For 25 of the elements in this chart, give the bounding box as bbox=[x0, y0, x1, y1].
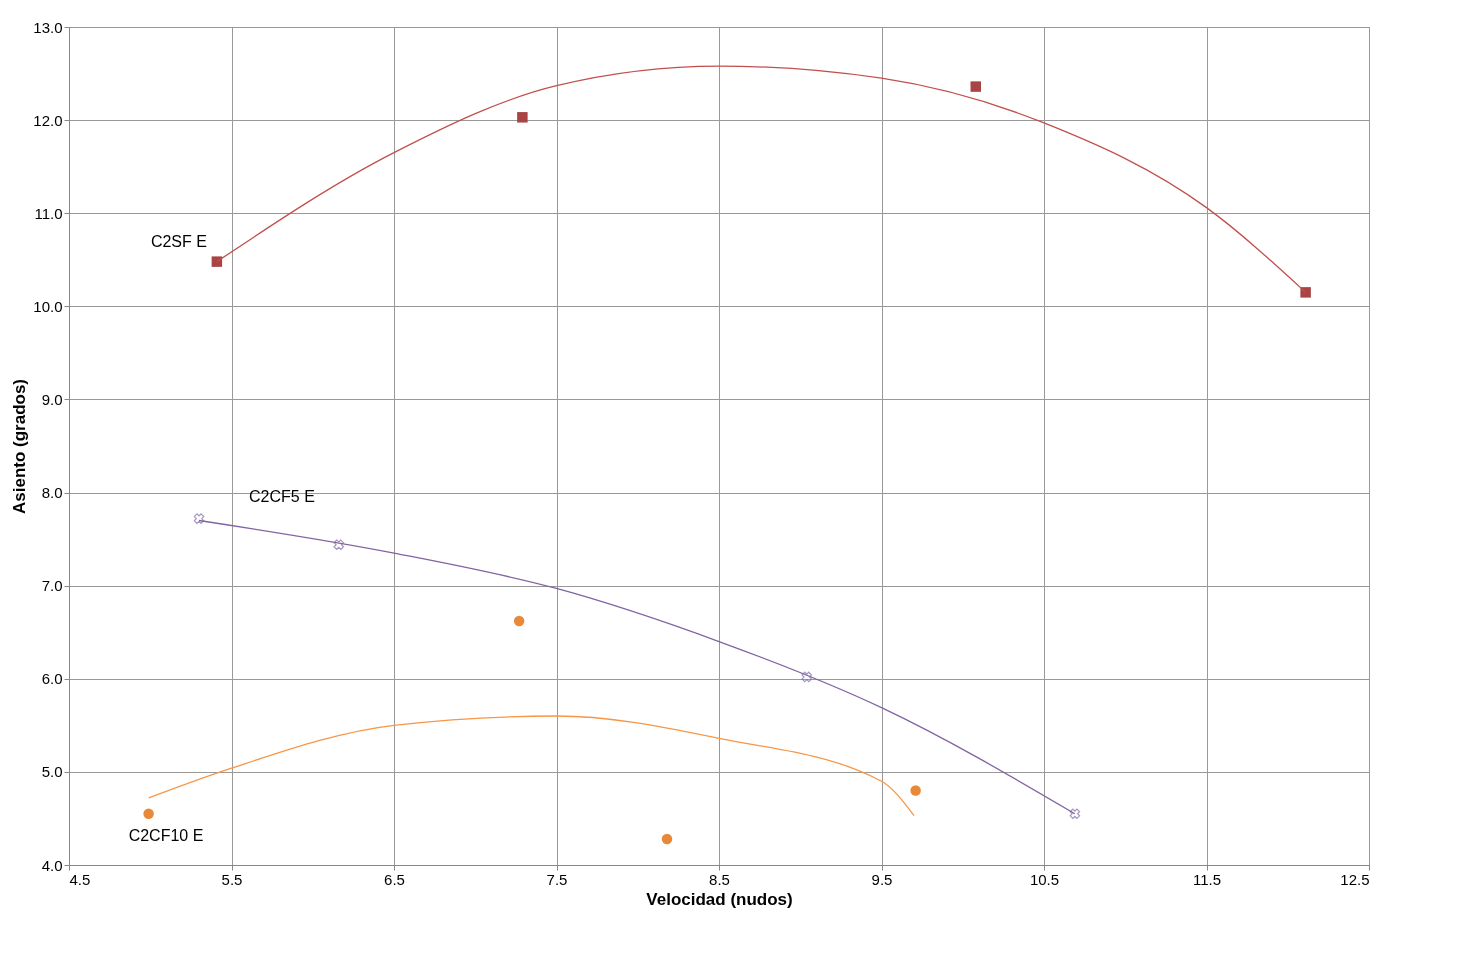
x-tick-label: 12.5 bbox=[1340, 870, 1370, 888]
x-tick-label: 7.5 bbox=[546, 870, 568, 888]
y-tick-label: 9.0 bbox=[41, 390, 63, 408]
y-tick-label: 13.0 bbox=[33, 18, 63, 36]
y-tick-label: 12.0 bbox=[33, 111, 63, 129]
series-label: C2SF E bbox=[150, 232, 207, 250]
x-tick-label: 9.5 bbox=[871, 870, 893, 888]
y-tick-label: 7.0 bbox=[41, 577, 63, 595]
text: C2CF5 E bbox=[249, 487, 315, 505]
series-label: C2CF10 E bbox=[128, 826, 204, 844]
x-tick-label: 10.5 bbox=[1029, 870, 1060, 888]
x-axis-title: Velocidad (nudos) bbox=[646, 889, 793, 909]
y-tick-label: 8.0 bbox=[41, 484, 63, 502]
x-tick-label: 6.5 bbox=[384, 870, 405, 888]
y-tick-label: 11.0 bbox=[34, 204, 63, 222]
x-tick-label: 5.5 bbox=[221, 870, 243, 888]
y-axis-title: Asiento (grados) bbox=[10, 378, 30, 515]
y-tick-label: 10.0 bbox=[33, 297, 63, 315]
y-tick-label: 5.0 bbox=[41, 763, 63, 781]
y-tick-label: 6.0 bbox=[41, 670, 63, 688]
y-tick-label: 4.0 bbox=[41, 856, 63, 874]
x-tick-label: 8.5 bbox=[709, 870, 730, 888]
line-series bbox=[147, 715, 915, 817]
x-tick-label: 11.5 bbox=[1192, 870, 1222, 888]
x-tick-label: 4.5 bbox=[69, 870, 91, 888]
